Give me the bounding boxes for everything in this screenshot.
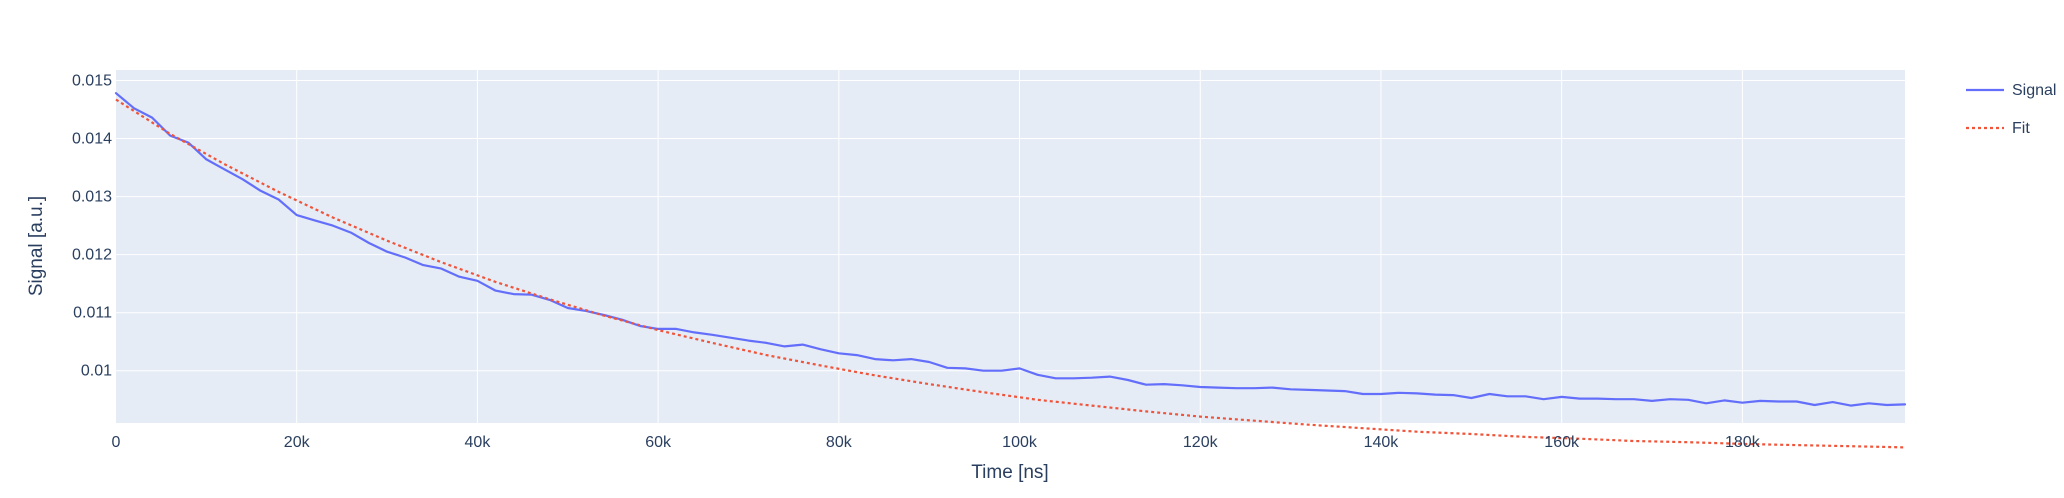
legend-label-signal: Signal (2012, 82, 2056, 99)
y-tick-labels: 0.01 0.011 0.012 0.013 0.014 0.015 (72, 72, 112, 379)
y-tick-label: 0.012 (72, 247, 112, 264)
x-tick-label: 100k (1002, 434, 1038, 451)
series-line-fit (115, 98, 1906, 449)
legend-label-fit: Fit (2012, 120, 2030, 137)
y-tick-label: 0.011 (73, 305, 112, 322)
x-axis-title: Time [ns] (971, 462, 1048, 483)
y-tick-label: 0.015 (72, 72, 112, 89)
y-axis-title: Signal [a.u.] (26, 196, 47, 296)
series-layer (114, 92, 1907, 449)
x-tick-label: 60k (645, 434, 672, 451)
x-tick-label: 0 (112, 434, 121, 451)
x-tick-label: 160k (1544, 434, 1580, 451)
x-tick-label: 80k (826, 434, 853, 451)
y-tick-label: 0.01 (81, 363, 112, 380)
x-tick-label: 20k (284, 434, 311, 451)
series-line-signal (114, 92, 1907, 407)
x-tick-labels: 0 20k 40k 60k 80k 100k 120k 140k 160k 180k (112, 434, 1761, 451)
y-tick-label: 0.013 (72, 189, 112, 206)
x-tick-label: 140k (1364, 434, 1400, 451)
plot-area (116, 70, 1905, 423)
x-tick-label: 120k (1183, 434, 1219, 451)
x-tick-label: 180k (1725, 434, 1761, 451)
y-tick-label: 0.014 (72, 131, 112, 148)
legend: Signal Fit (1966, 82, 2056, 137)
x-tick-label: 40k (465, 434, 492, 451)
grid-lines (116, 70, 1905, 423)
